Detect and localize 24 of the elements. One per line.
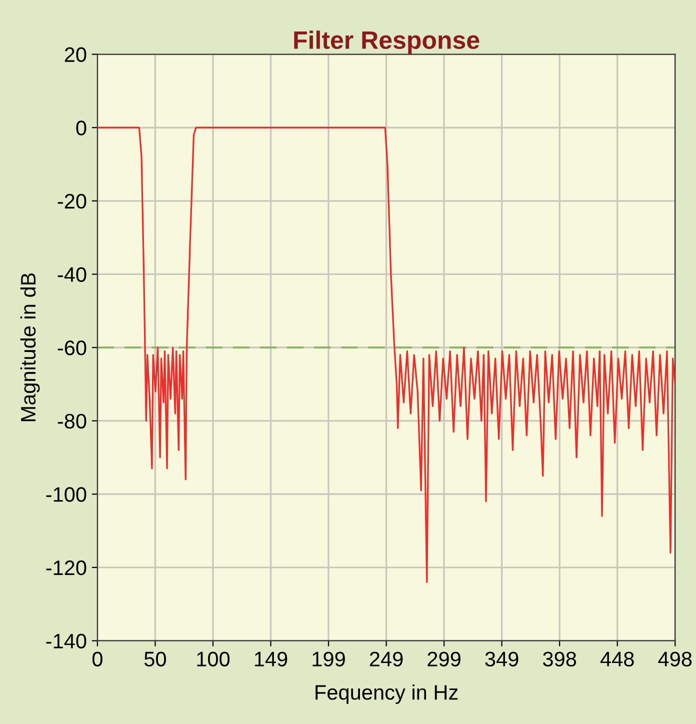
y-tick-label: -60 [58,340,86,356]
chart-title: Filter Response [294,30,480,54]
x-tick-label: 448 [600,652,634,666]
x-tick-label: 498 [658,652,692,666]
x-tick-label: 50 [144,652,166,666]
y-tick-label: 20 [64,47,86,62]
y-tick-label: -40 [58,267,86,282]
x-tick-label: 349 [485,652,518,666]
x-tick-label: 398 [543,652,576,666]
x-tick-label: 249 [370,652,403,666]
y-tick-label: 0 [76,120,86,136]
x-tick-label: 299 [428,652,460,666]
y-axis-title: Magnitude in dB [20,273,40,422]
x-axis-title: Fequency in Hz [316,684,458,704]
x-tick-label: 0 [92,652,102,666]
y-tick-label: -120 [46,560,86,576]
x-tick-label: 100 [197,652,230,666]
line-series [97,126,676,583]
x-tick-label: 199 [312,652,345,666]
y-tick-label: -80 [58,414,86,429]
y-tick-label: -140 [46,634,86,648]
y-tick-label: -20 [58,194,86,209]
x-tick-label: 149 [254,652,288,666]
y-tick-label: -100 [46,487,86,502]
